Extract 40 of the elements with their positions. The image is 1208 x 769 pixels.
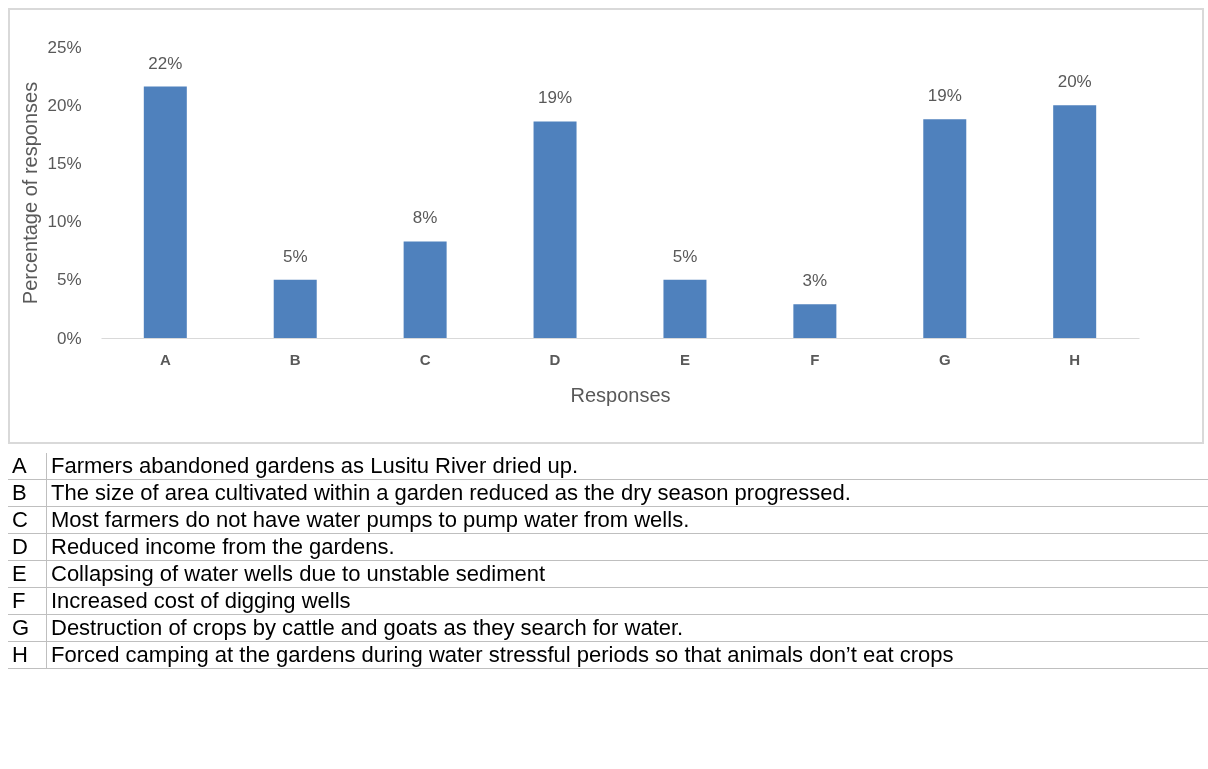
data-label: 5% <box>282 246 308 266</box>
y-tick-label: 15% <box>47 153 82 173</box>
data-label: 19% <box>927 86 962 106</box>
data-label: 20% <box>1057 72 1092 92</box>
category-label: C <box>12 507 28 532</box>
category-label: D <box>12 534 28 559</box>
y-tick-label: 10% <box>47 212 82 232</box>
x-tick-label: D <box>549 350 561 368</box>
y-axis-title: Percentage of responses <box>19 81 42 305</box>
category-label: H <box>12 642 28 667</box>
data-label: 22% <box>148 53 183 73</box>
x-tick-label: F <box>810 350 820 368</box>
data-label: 19% <box>538 88 573 108</box>
text: Collapsing of water wells due to unstable sediment <box>46 560 1208 588</box>
text: Most farmers do not have water pumps to pump water from wells. <box>46 506 1208 534</box>
text: Forced camping at the gardens during water stressful periods so that animals don’t eat crops <box>46 641 1208 669</box>
y-tick-label: 20% <box>47 95 82 115</box>
y-tick-label: 0% <box>56 328 82 348</box>
data-label: 3% <box>802 271 828 291</box>
text: Farmers abandoned gardens as Lusitu River dried up. <box>46 453 1208 480</box>
x-axis-title: Responses <box>570 383 671 406</box>
data-label: 5% <box>672 246 698 266</box>
category-label: G <box>12 615 30 640</box>
x-tick-label: B <box>289 350 301 368</box>
x-tick-label: A <box>159 350 171 368</box>
category-label: E <box>12 561 27 586</box>
text: Increased cost of digging wells <box>46 587 1208 615</box>
category-label: B <box>12 480 27 505</box>
text: Reduced income from the gardens. <box>46 533 1208 561</box>
text: The size of area cultivated within a garden reduced as the dry season progressed. <box>46 479 1208 507</box>
x-tick-label: H <box>1069 350 1081 368</box>
x-tick-label: E <box>679 350 690 368</box>
category-label: F <box>12 588 26 613</box>
y-tick-label: 25% <box>47 37 82 57</box>
x-tick-label: G <box>938 350 951 368</box>
category-label: A <box>12 453 27 478</box>
y-tick-label: 5% <box>56 270 82 290</box>
text: Destruction of crops by cattle and goats as they search for water. <box>46 614 1208 642</box>
x-tick-label: C <box>419 350 431 368</box>
data-label: 8% <box>412 208 438 228</box>
